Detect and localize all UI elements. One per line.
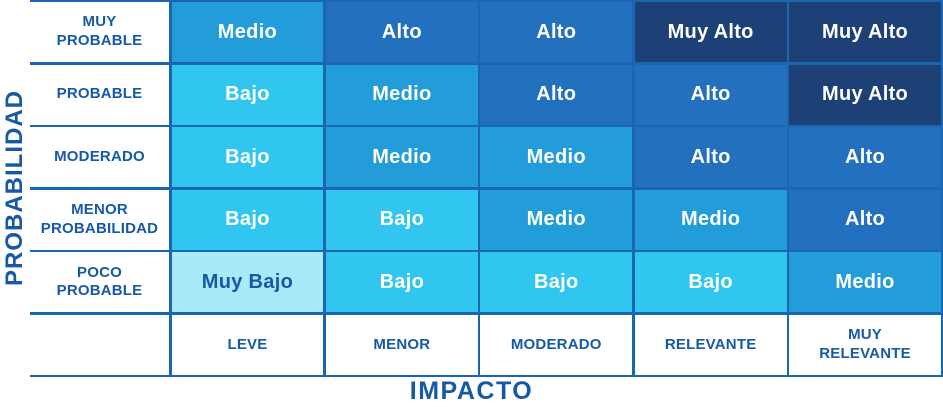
matrix-cell-r4-c3: Medio [480,189,633,250]
matrix-cell-r3-c2: Medio [325,127,478,188]
matrix-cell-r5-c5: Medio [789,252,941,313]
matrix-cell-r1-c3: Alto [480,2,633,63]
matrix-cell-r3-c4: Alto [634,127,787,188]
matrix-grid: MUY PROBABLE Medio Alto Alto Muy Alto Mu… [30,0,943,377]
matrix-cell-r2-c5: Muy Alto [789,64,941,125]
matrix-cell-r4-c5: Alto [789,189,941,250]
column-label-relevante: RELEVANTE [634,314,787,375]
column-label-menor: MENOR [325,314,478,375]
matrix-cell-r3-c3: Medio [480,127,633,188]
matrix-cell-r1-c1: Medio [171,2,324,63]
matrix-cell-r4-c4: Medio [634,189,787,250]
row-label-menor-probabilidad: MENOR PROBABILIDAD [30,189,169,250]
column-label-moderado: MODERADO [480,314,633,375]
matrix-cell-r5-c3: Bajo [480,252,633,313]
matrix-cell-r1-c4: Muy Alto [634,2,787,63]
matrix-cell-r1-c2: Alto [325,2,478,63]
matrix-cell-r4-c1: Bajo [171,189,324,250]
row-label-moderado: MODERADO [30,127,169,188]
matrix-cell-r5-c4: Bajo [634,252,787,313]
matrix-cell-r2-c4: Alto [634,64,787,125]
matrix-cell-r2-c3: Alto [480,64,633,125]
matrix-cell-r5-c1: Muy Bajo [171,252,324,313]
row-label-probable: PROBABLE [30,64,169,125]
matrix-cell-r3-c5: Alto [789,127,941,188]
column-label-muy-relevante: MUY RELEVANTE [789,314,941,375]
matrix-cell-r2-c2: Medio [325,64,478,125]
matrix-cell-r2-c1: Bajo [171,64,324,125]
y-axis-title: PROBABILIDAD [1,90,28,287]
x-axis-title: IMPACTO [409,376,534,405]
matrix-cell-r5-c2: Bajo [325,252,478,313]
column-label-leve: LEVE [171,314,324,375]
matrix-cell-r3-c1: Bajo [171,127,324,188]
matrix-cell-r4-c2: Bajo [325,189,478,250]
row-label-poco-probable: POCO PROBABLE [30,252,169,313]
row-label-muy-probable: MUY PROBABLE [30,2,169,63]
corner-empty-cell [30,314,169,375]
matrix-cell-r1-c5: Muy Alto [789,2,941,63]
